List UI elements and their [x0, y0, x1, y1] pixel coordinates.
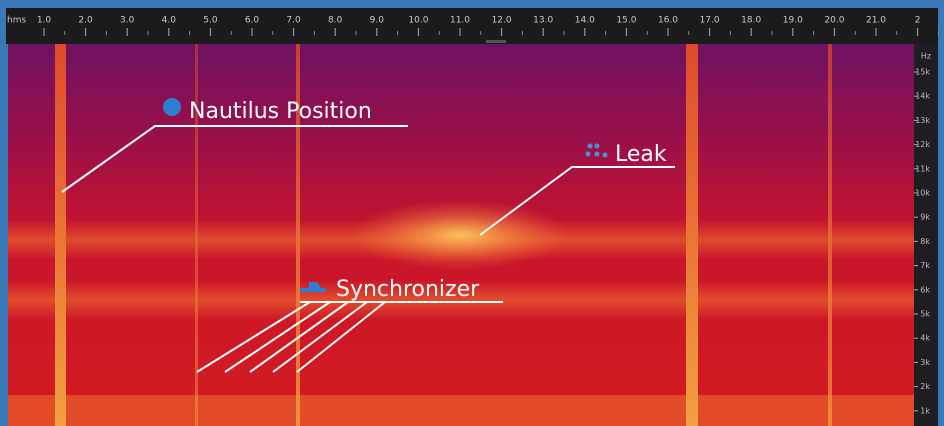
- ruler-label: 1.0: [37, 16, 52, 26]
- frequency-label: 7k: [920, 261, 930, 270]
- app-window: Nautilus Position Leak Synchronizer Hz h…: [0, 0, 944, 426]
- frequency-axis: [914, 44, 938, 426]
- stripe: [686, 44, 698, 426]
- frequency-label: 1k: [920, 406, 930, 415]
- frequency-label: 5k: [920, 310, 930, 319]
- ruler-label: 5.0: [203, 16, 218, 26]
- ruler-label: 16.0: [658, 16, 678, 26]
- ruler-label: 12.0: [492, 16, 512, 26]
- frequency-label: 4k: [920, 334, 930, 343]
- ruler-label: 7.0: [286, 16, 301, 26]
- ruler-label: 19.0: [783, 16, 803, 26]
- ruler-label: 18.0: [741, 16, 761, 26]
- ruler-label: 9.0: [370, 16, 385, 26]
- ruler-label: 4.0: [162, 16, 177, 26]
- ruler-label: 17.0: [700, 16, 720, 26]
- ruler-label: 8.0: [328, 16, 343, 26]
- frequency-label: 9k: [920, 213, 930, 222]
- annotation-label: Synchronizer: [336, 277, 480, 302]
- frequency-label: 2k: [920, 382, 930, 391]
- ruler-label: 10.0: [408, 16, 428, 26]
- ruler-label: 14.0: [575, 16, 595, 26]
- frequency-label: 3k: [920, 358, 930, 367]
- frequency-label: 8k: [920, 237, 930, 246]
- band: [8, 395, 914, 426]
- ruler-unit: hms: [7, 16, 26, 26]
- stripe: [55, 44, 66, 426]
- frequency-unit: Hz: [921, 52, 931, 61]
- stripe: [828, 44, 832, 426]
- nautilus-icon: [163, 98, 181, 116]
- ruler-label: 2: [915, 16, 921, 26]
- ruler-label: 13.0: [533, 16, 553, 26]
- ruler-label: 2.0: [78, 16, 93, 26]
- spectrogram-view: Nautilus Position Leak Synchronizer Hz h…: [0, 0, 944, 426]
- frequency-label: 6k: [920, 285, 930, 294]
- time-ruler: [6, 8, 938, 44]
- ruler-label: 11.0: [450, 16, 470, 26]
- ruler-label: 6.0: [245, 16, 260, 26]
- ruler-label: 20.0: [824, 16, 844, 26]
- ruler-label: 3.0: [120, 16, 135, 26]
- ruler-label: 21.0: [866, 16, 886, 26]
- leak-glow: [350, 200, 570, 270]
- annotation-label: Leak: [615, 142, 667, 167]
- ruler-label: 15.0: [616, 16, 636, 26]
- scroll-handle[interactable]: [486, 40, 506, 43]
- annotation-label: Nautilus Position: [189, 99, 372, 124]
